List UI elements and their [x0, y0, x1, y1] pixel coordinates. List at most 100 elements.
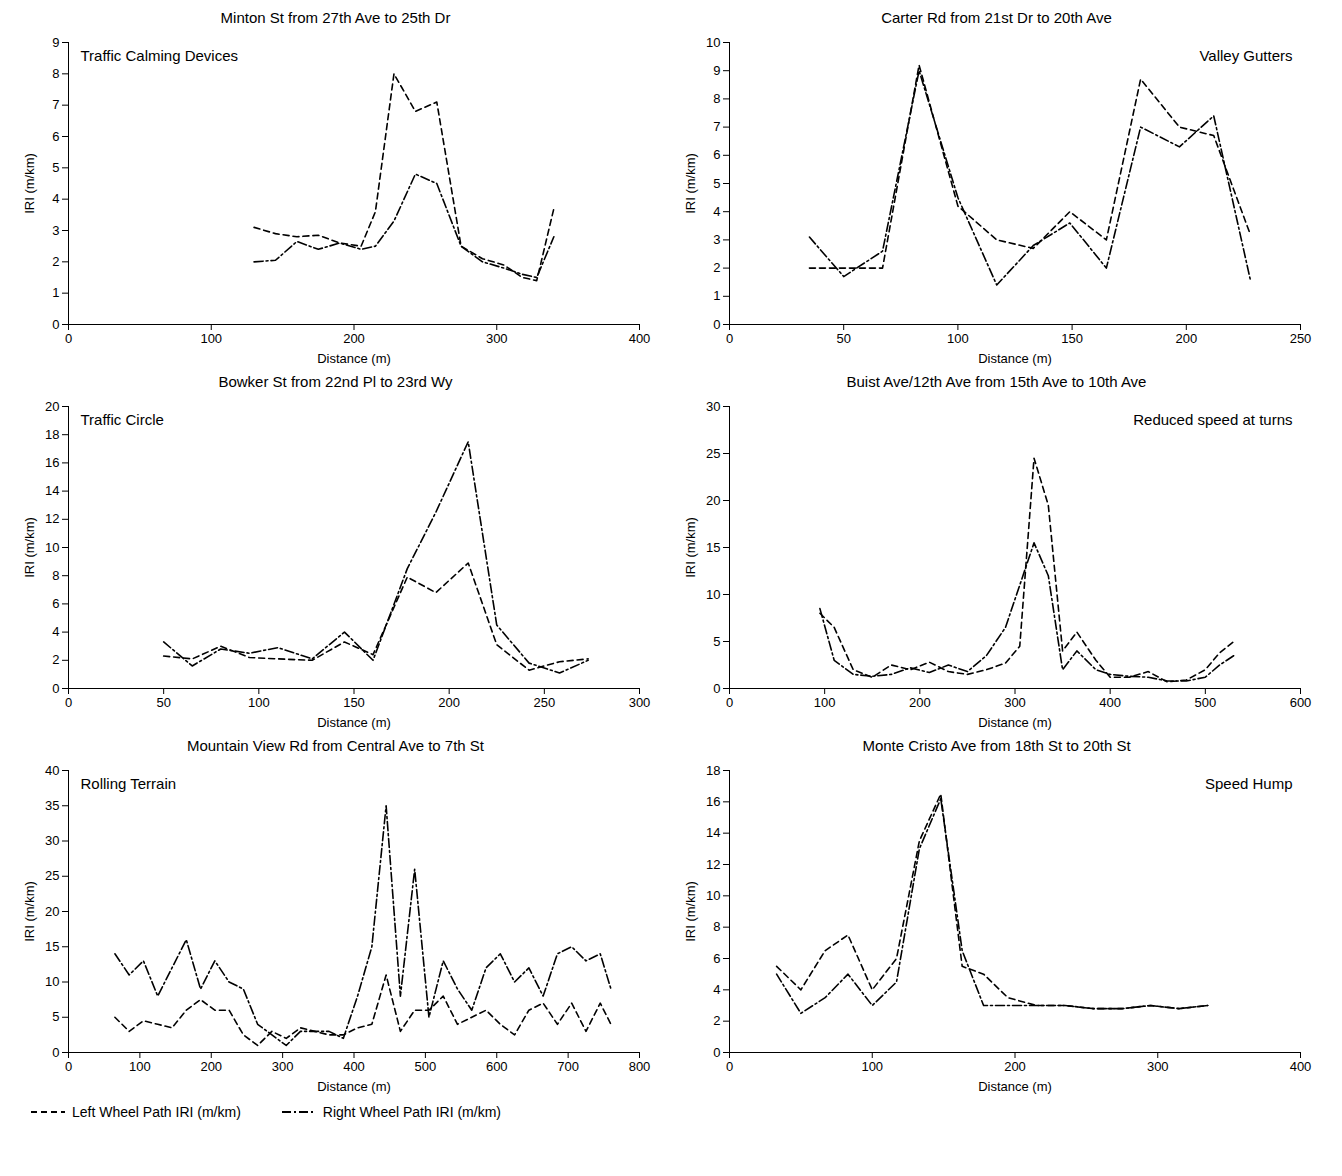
svg-text:250: 250 — [1290, 331, 1312, 346]
svg-text:300: 300 — [272, 1059, 294, 1074]
svg-text:4: 4 — [52, 624, 59, 639]
svg-text:7: 7 — [52, 97, 59, 112]
svg-text:300: 300 — [1147, 1059, 1169, 1074]
svg-text:IRI (m/km): IRI (m/km) — [683, 153, 698, 214]
svg-text:8: 8 — [713, 91, 720, 106]
svg-text:100: 100 — [947, 331, 969, 346]
svg-text:2: 2 — [52, 254, 59, 269]
svg-text:1: 1 — [52, 285, 59, 300]
svg-text:200: 200 — [200, 1059, 222, 1074]
svg-text:20: 20 — [706, 493, 720, 508]
svg-text:100: 100 — [248, 695, 270, 710]
svg-text:Distance (m): Distance (m) — [978, 1079, 1052, 1094]
svg-text:10: 10 — [45, 540, 59, 555]
svg-text:500: 500 — [415, 1059, 437, 1074]
svg-text:5: 5 — [713, 634, 720, 649]
svg-text:IRI (m/km): IRI (m/km) — [22, 881, 37, 942]
svg-text:100: 100 — [814, 695, 836, 710]
svg-text:Distance (m): Distance (m) — [317, 715, 391, 730]
svg-text:6: 6 — [52, 129, 59, 144]
svg-text:8: 8 — [52, 66, 59, 81]
svg-text:2: 2 — [713, 1013, 720, 1028]
svg-text:300: 300 — [1004, 695, 1026, 710]
svg-text:2: 2 — [52, 652, 59, 667]
svg-text:8: 8 — [713, 919, 720, 934]
svg-text:3: 3 — [713, 232, 720, 247]
svg-text:5: 5 — [52, 1009, 59, 1024]
svg-text:100: 100 — [200, 331, 222, 346]
svg-text:16: 16 — [706, 794, 720, 809]
svg-text:300: 300 — [629, 695, 651, 710]
svg-text:3: 3 — [52, 223, 59, 238]
svg-text:Distance (m): Distance (m) — [978, 351, 1052, 366]
svg-text:6: 6 — [713, 147, 720, 162]
svg-text:0: 0 — [713, 1045, 720, 1060]
svg-text:200: 200 — [909, 695, 931, 710]
svg-text:10: 10 — [45, 974, 59, 989]
svg-text:100: 100 — [129, 1059, 151, 1074]
svg-text:4: 4 — [52, 191, 59, 206]
svg-text:200: 200 — [343, 331, 365, 346]
svg-text:0: 0 — [713, 681, 720, 696]
svg-text:7: 7 — [713, 119, 720, 134]
svg-text:16: 16 — [45, 455, 59, 470]
svg-text:20: 20 — [45, 904, 59, 919]
svg-text:9: 9 — [713, 63, 720, 78]
svg-text:Rolling Terrain: Rolling Terrain — [81, 775, 177, 792]
svg-text:0: 0 — [65, 331, 72, 346]
svg-text:0: 0 — [52, 1045, 59, 1060]
svg-text:30: 30 — [45, 833, 59, 848]
svg-text:Valley Gutters: Valley Gutters — [1199, 47, 1292, 64]
svg-text:150: 150 — [1061, 331, 1083, 346]
svg-text:400: 400 — [1290, 1059, 1312, 1074]
svg-text:IRI (m/km): IRI (m/km) — [22, 517, 37, 578]
svg-text:Traffic Calming Devices: Traffic Calming Devices — [81, 47, 239, 64]
svg-text:30: 30 — [706, 399, 720, 414]
svg-text:Traffic Circle: Traffic Circle — [81, 411, 164, 428]
svg-text:12: 12 — [706, 857, 720, 872]
svg-text:50: 50 — [156, 695, 170, 710]
svg-text:4: 4 — [713, 982, 720, 997]
svg-text:25: 25 — [706, 446, 720, 461]
svg-text:0: 0 — [65, 1059, 72, 1074]
svg-text:15: 15 — [706, 540, 720, 555]
svg-text:40: 40 — [45, 763, 59, 778]
svg-text:0: 0 — [726, 695, 733, 710]
svg-text:300: 300 — [486, 331, 508, 346]
svg-text:15: 15 — [45, 939, 59, 954]
svg-text:150: 150 — [343, 695, 365, 710]
svg-text:2: 2 — [713, 260, 720, 275]
svg-text:100: 100 — [861, 1059, 883, 1074]
svg-text:0: 0 — [726, 1059, 733, 1074]
svg-text:250: 250 — [533, 695, 555, 710]
svg-text:9: 9 — [52, 35, 59, 50]
svg-text:400: 400 — [629, 331, 651, 346]
svg-text:6: 6 — [713, 951, 720, 966]
svg-text:200: 200 — [1004, 1059, 1026, 1074]
svg-text:200: 200 — [438, 695, 460, 710]
svg-text:50: 50 — [836, 331, 850, 346]
svg-text:5: 5 — [713, 176, 720, 191]
svg-text:10: 10 — [706, 888, 720, 903]
svg-text:18: 18 — [45, 427, 59, 442]
svg-text:5: 5 — [52, 160, 59, 175]
svg-text:14: 14 — [706, 825, 720, 840]
svg-text:4: 4 — [713, 204, 720, 219]
svg-text:0: 0 — [713, 317, 720, 332]
svg-text:Distance (m): Distance (m) — [317, 1079, 391, 1094]
svg-text:600: 600 — [486, 1059, 508, 1074]
svg-text:10: 10 — [706, 35, 720, 50]
svg-text:800: 800 — [629, 1059, 651, 1074]
svg-text:IRI (m/km): IRI (m/km) — [683, 881, 698, 942]
svg-text:0: 0 — [726, 331, 733, 346]
svg-text:1: 1 — [713, 288, 720, 303]
svg-text:400: 400 — [1099, 695, 1121, 710]
svg-text:IRI (m/km): IRI (m/km) — [683, 517, 698, 578]
svg-text:0: 0 — [65, 695, 72, 710]
svg-text:8: 8 — [52, 568, 59, 583]
svg-text:Reduced speed at turns: Reduced speed at turns — [1133, 411, 1292, 428]
svg-text:Distance (m): Distance (m) — [978, 715, 1052, 730]
svg-text:Distance (m): Distance (m) — [317, 351, 391, 366]
svg-text:Speed Hump: Speed Hump — [1205, 775, 1293, 792]
svg-text:6: 6 — [52, 596, 59, 611]
